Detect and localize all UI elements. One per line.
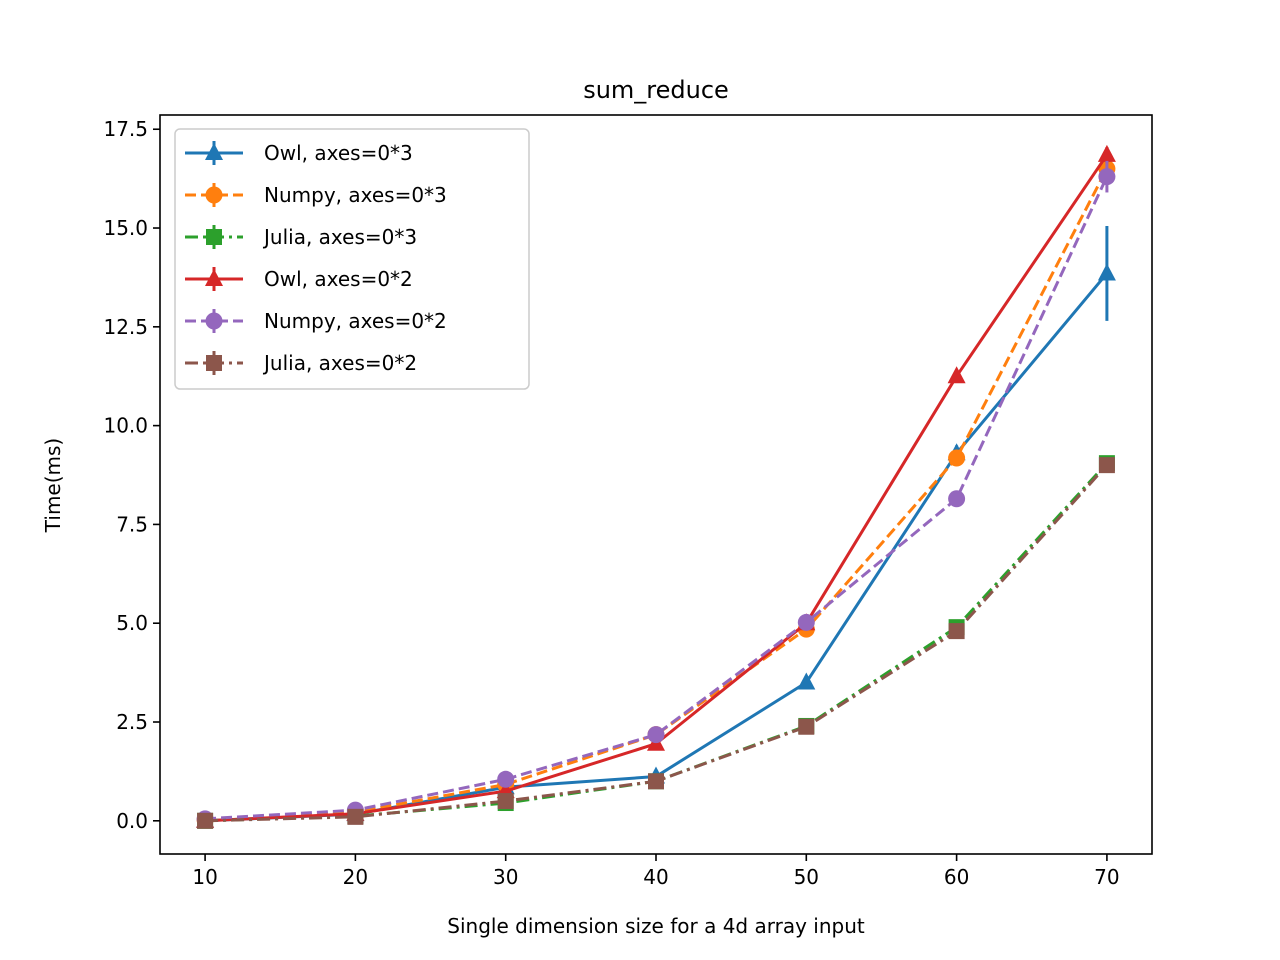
legend-entry: Julia, axes=0*3 xyxy=(185,225,417,249)
legend-entry: Owl, axes=0*3 xyxy=(185,141,413,165)
legend-label: Owl, axes=0*2 xyxy=(264,267,413,291)
legend-label: Julia, axes=0*3 xyxy=(262,225,417,249)
data-point xyxy=(1098,457,1115,474)
data-point xyxy=(497,793,514,810)
chart-title: sum_reduce xyxy=(583,76,729,104)
legend-entry: Numpy, axes=0*3 xyxy=(185,183,447,207)
x-tick-label: 70 xyxy=(1094,865,1119,889)
legend-label: Owl, axes=0*3 xyxy=(264,141,413,165)
data-point xyxy=(1097,263,1116,281)
x-tick-label: 30 xyxy=(493,865,518,889)
legend-marker xyxy=(205,143,223,160)
legend-marker xyxy=(205,269,223,286)
data-point xyxy=(948,490,966,508)
x-axis: 10 20 30 40 50 60 70 xyxy=(192,854,1120,889)
data-point xyxy=(797,613,815,631)
legend-marker xyxy=(205,312,223,330)
y-tick-label: 7.5 xyxy=(116,512,148,536)
series-6 xyxy=(197,457,1115,829)
plot-area xyxy=(159,114,1153,855)
data-point xyxy=(797,672,816,690)
legend-label: Julia, axes=0*2 xyxy=(262,351,417,375)
data-point xyxy=(798,718,815,735)
legend-marker xyxy=(206,355,222,371)
legend-entry: Julia, axes=0*2 xyxy=(185,351,417,375)
data-point xyxy=(197,812,214,829)
x-axis-label: Single dimension size for a 4d array inp… xyxy=(447,914,865,938)
x-tick-label: 10 xyxy=(192,865,217,889)
legend-box xyxy=(174,128,530,390)
y-tick-label: 0.0 xyxy=(116,809,148,833)
x-tick-label: 40 xyxy=(643,865,668,889)
data-point xyxy=(1098,168,1116,186)
data-point xyxy=(947,366,966,384)
data-point xyxy=(648,773,664,790)
y-tick-label: 12.5 xyxy=(103,315,148,339)
y-tick-label: 5.0 xyxy=(116,611,148,635)
x-tick-label: 60 xyxy=(944,865,969,889)
legend-marker xyxy=(206,229,222,245)
y-axis: 0.0 2.5 5.0 7.5 10.0 12.5 15.0 17.5 xyxy=(103,117,160,833)
legend-label: Numpy, axes=0*2 xyxy=(264,309,447,333)
y-tick-label: 2.5 xyxy=(116,710,148,734)
data-point xyxy=(347,808,364,825)
legend-label: Numpy, axes=0*3 xyxy=(264,183,447,207)
data-point xyxy=(497,770,515,788)
legend: Owl, axes=0*3 Numpy, axes=0*3 Julia, axes=… xyxy=(174,128,530,390)
y-tick-label: 10.0 xyxy=(103,414,148,438)
y-tick-label: 17.5 xyxy=(103,117,148,141)
data-point xyxy=(647,726,665,744)
data-point xyxy=(948,449,966,467)
legend-entry: Numpy, axes=0*2 xyxy=(185,309,447,333)
data-point xyxy=(1097,144,1116,162)
legend-marker xyxy=(205,186,223,204)
data-point xyxy=(948,623,965,640)
y-axis-label: Time(ms) xyxy=(41,438,65,533)
y-tick-label: 15.0 xyxy=(103,216,148,240)
legend-entry: Owl, axes=0*2 xyxy=(185,267,413,291)
x-tick-label: 50 xyxy=(794,865,819,889)
x-tick-label: 20 xyxy=(343,865,368,889)
